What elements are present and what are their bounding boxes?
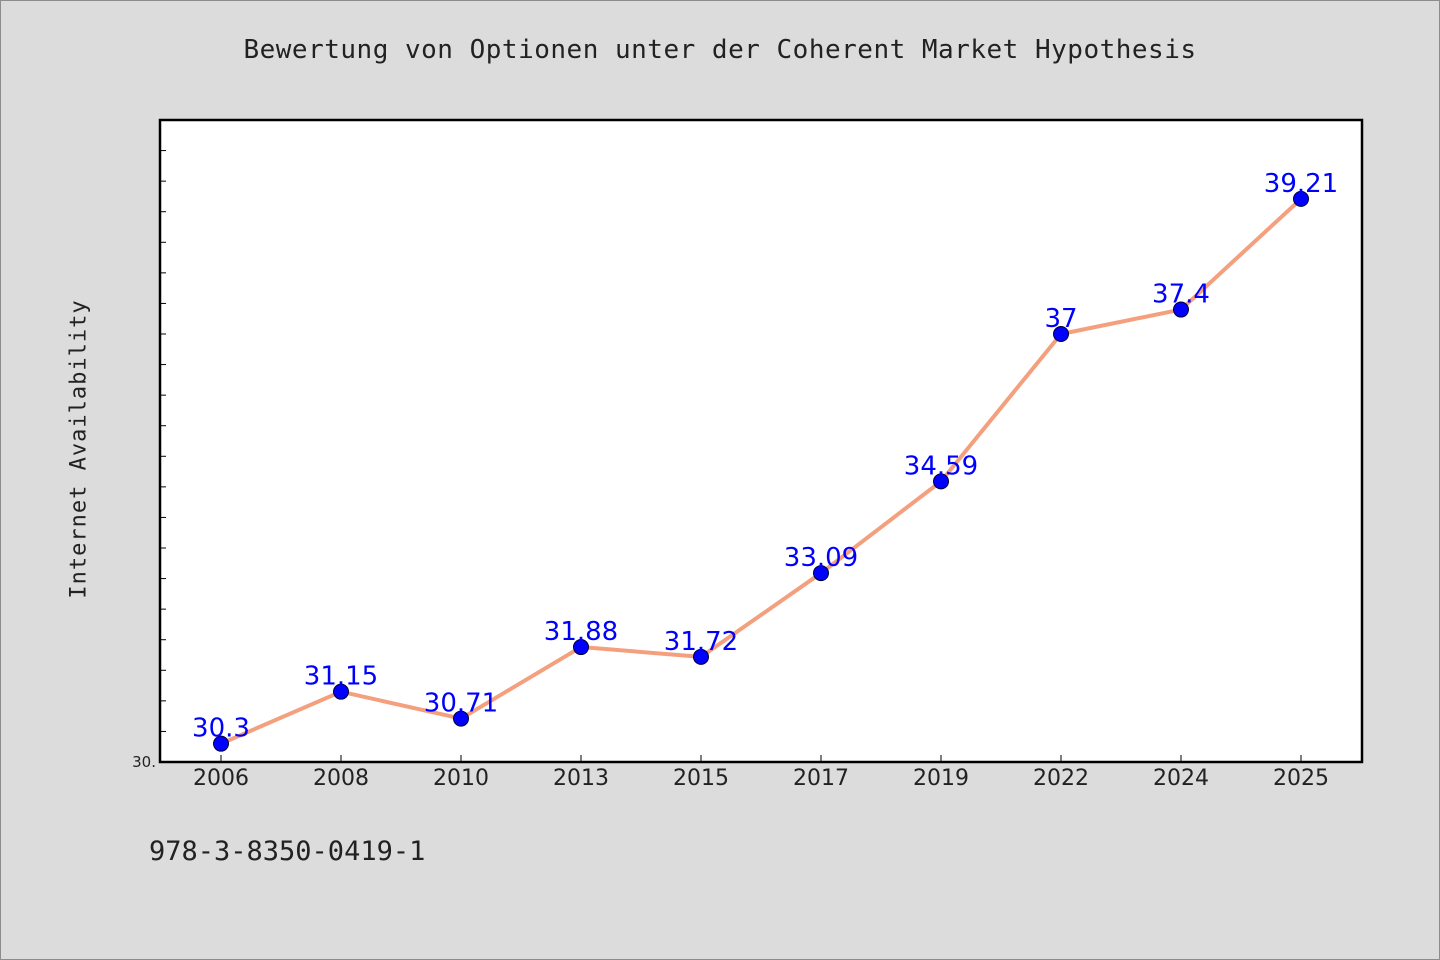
data-label: 33.09 — [784, 543, 858, 573]
x-tick-label: 2025 — [1273, 766, 1329, 791]
data-point — [213, 735, 229, 752]
x-tick-label: 2024 — [1153, 766, 1209, 791]
data-label: 39.21 — [1264, 169, 1338, 199]
x-tick-label: 2019 — [913, 766, 969, 791]
plot-frame — [158, 118, 1364, 764]
x-tick-label: 2010 — [433, 766, 489, 791]
data-point — [1293, 190, 1309, 207]
y-tick-label: 30. — [132, 753, 156, 771]
x-tick-label: 2006 — [193, 766, 249, 791]
data-label: 30.3 — [192, 714, 250, 744]
data-point — [1173, 301, 1189, 318]
data-point — [933, 473, 949, 490]
data-label: 31.15 — [304, 662, 378, 692]
x-tick-label: 2008 — [313, 766, 369, 791]
isbn-text: 978-3-8350-0419-1 — [149, 836, 426, 867]
x-tick-label: 2015 — [673, 766, 729, 791]
data-label: 31.88 — [544, 617, 618, 647]
chart-title: Bewertung von Optionen unter der Coheren… — [243, 35, 1197, 65]
data-label: 34.59 — [904, 451, 978, 481]
data-point — [1053, 326, 1069, 342]
data-label: 30.71 — [424, 689, 498, 719]
data-point — [453, 710, 469, 727]
x-tick-label: 2017 — [793, 766, 849, 791]
x-tick-label: 2022 — [1033, 766, 1089, 791]
data-label: 31.72 — [664, 627, 738, 657]
data-label: 37.4 — [1152, 280, 1210, 310]
data-point — [333, 683, 349, 700]
plot-area — [160, 120, 1362, 762]
x-tick-label: 2013 — [553, 766, 609, 791]
series-line — [219, 196, 1303, 746]
data-label: 37 — [1044, 304, 1077, 334]
data-point — [693, 648, 709, 665]
data-point — [813, 565, 829, 582]
data-point — [573, 639, 589, 656]
